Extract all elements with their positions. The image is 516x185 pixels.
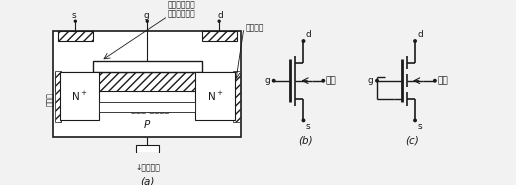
- Text: g: g: [143, 11, 149, 20]
- Bar: [195, 73, 235, 120]
- Circle shape: [414, 119, 416, 122]
- Text: d: d: [306, 30, 312, 39]
- Circle shape: [322, 80, 325, 82]
- Bar: [136, 145, 159, 153]
- Text: g: g: [368, 76, 374, 85]
- Circle shape: [218, 20, 220, 22]
- Text: s: s: [306, 122, 311, 131]
- Text: N$^+$: N$^+$: [207, 90, 223, 103]
- Bar: [99, 102, 195, 112]
- Text: 衬底: 衬底: [438, 76, 448, 85]
- Text: 衬底: 衬底: [326, 76, 336, 85]
- Text: d: d: [217, 11, 223, 20]
- Text: g: g: [265, 76, 270, 85]
- Bar: [93, 61, 202, 73]
- Circle shape: [146, 20, 148, 22]
- Text: N 型沟道(初始沟道): N 型沟道(初始沟道): [122, 104, 172, 113]
- Bar: [55, 71, 61, 122]
- Text: s: s: [417, 122, 422, 131]
- Text: d: d: [417, 30, 423, 39]
- Bar: [233, 71, 240, 122]
- Text: N$^+$: N$^+$: [71, 90, 88, 103]
- Circle shape: [433, 80, 436, 82]
- Text: (b): (b): [298, 135, 312, 145]
- Text: (a): (a): [140, 177, 154, 185]
- Text: 掺杂后具有正: 掺杂后具有正: [168, 1, 196, 10]
- Circle shape: [376, 80, 378, 82]
- Text: ↓衬底引线: ↓衬底引线: [136, 163, 160, 172]
- Circle shape: [302, 119, 305, 122]
- Text: (c): (c): [406, 135, 420, 145]
- Bar: [55, 73, 240, 91]
- Bar: [53, 31, 241, 137]
- Circle shape: [272, 80, 275, 82]
- Text: 二氧化硅: 二氧化硅: [246, 23, 264, 32]
- Text: 耗尽层: 耗尽层: [46, 92, 55, 106]
- Text: P: P: [144, 120, 150, 130]
- Text: s: s: [71, 11, 76, 20]
- Bar: [60, 73, 99, 120]
- Circle shape: [414, 40, 416, 42]
- Bar: [202, 31, 236, 41]
- Bar: [58, 31, 93, 41]
- Circle shape: [302, 40, 305, 42]
- Circle shape: [74, 20, 76, 22]
- Text: 离子的绝缘层: 离子的绝缘层: [168, 9, 196, 18]
